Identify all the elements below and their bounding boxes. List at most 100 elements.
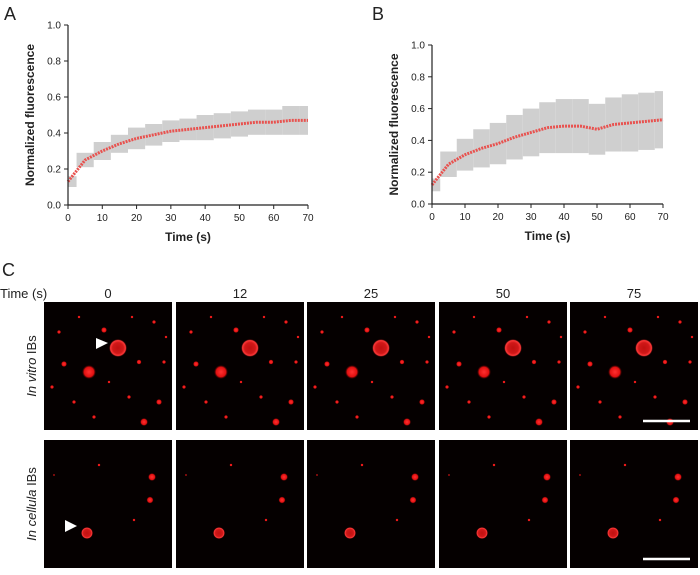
mean-line [66, 118, 308, 183]
micrograph [570, 302, 698, 430]
droplet [452, 330, 456, 334]
image-background [44, 440, 172, 568]
droplet [272, 418, 280, 426]
droplet [425, 360, 429, 364]
y-tick-label: 0.2 [411, 168, 425, 179]
droplet [456, 361, 462, 367]
error-band [213, 113, 231, 139]
droplet [72, 400, 76, 404]
droplet [618, 415, 622, 419]
droplet [633, 380, 637, 384]
error-band [145, 124, 163, 146]
droplet [623, 463, 627, 467]
x-tick-label: 30 [525, 212, 537, 223]
x-tick-label: 20 [492, 212, 504, 223]
droplet [415, 320, 419, 324]
droplet [278, 496, 286, 504]
y-tick-label: 1.0 [411, 41, 425, 52]
x-tick-label: 60 [268, 213, 280, 224]
time-point: 25 [364, 286, 378, 301]
droplet [340, 315, 344, 319]
y-axis-label: Normalized fluorescence [23, 44, 37, 186]
droplet [557, 360, 561, 364]
row-label-rest: IBs [24, 467, 39, 490]
droplet [688, 360, 692, 364]
droplet [547, 320, 551, 324]
droplet [355, 415, 359, 419]
droplet [672, 496, 680, 504]
droplet [504, 339, 522, 357]
droplet [467, 400, 471, 404]
row-label-italic: In cellula [24, 490, 39, 541]
error-band [299, 106, 308, 135]
arrowhead [96, 338, 108, 349]
droplet [132, 518, 136, 522]
droplet [81, 527, 93, 539]
error-band [282, 106, 300, 135]
error-band [265, 109, 283, 135]
error-band [432, 178, 441, 192]
droplet [164, 335, 168, 339]
droplet [527, 518, 531, 522]
droplet [525, 315, 529, 319]
micrograph [307, 440, 435, 568]
droplet [653, 395, 657, 399]
droplet [109, 339, 127, 357]
droplet [146, 496, 154, 504]
droplet [61, 361, 67, 367]
y-tick-label: 0.0 [47, 201, 61, 212]
micrograph [44, 302, 172, 430]
panel-label: A [4, 4, 16, 24]
droplet [148, 473, 156, 481]
droplet [678, 320, 682, 324]
droplet [344, 527, 356, 539]
droplet [372, 339, 390, 357]
y-tick-label: 0.0 [411, 200, 425, 211]
panel-label: C [2, 260, 15, 280]
x-tick-label: 50 [591, 212, 603, 223]
droplet [130, 315, 134, 319]
x-tick-label: 40 [200, 213, 212, 224]
droplet [288, 399, 294, 405]
droplet [324, 361, 330, 367]
droplet [409, 496, 417, 504]
droplet [656, 315, 660, 319]
droplet [294, 360, 298, 364]
droplet [204, 400, 208, 404]
droplet [345, 365, 359, 379]
x-tick-label: 0 [429, 212, 435, 223]
x-tick-label: 70 [302, 213, 314, 224]
droplet [259, 395, 263, 399]
droplet [522, 395, 526, 399]
error-band [506, 114, 523, 160]
droplet [107, 380, 111, 384]
row-label: In vitro IBs [24, 335, 39, 397]
droplet [608, 365, 622, 379]
droplet [579, 474, 581, 476]
droplet [658, 518, 662, 522]
droplet [185, 474, 187, 476]
droplet [427, 335, 431, 339]
droplet [502, 380, 506, 384]
image-background [439, 440, 567, 568]
droplet [399, 359, 405, 365]
error-band [489, 122, 507, 165]
y-tick-label: 0.4 [47, 129, 61, 140]
droplet [268, 359, 274, 365]
droplet [551, 399, 557, 405]
micrograph [307, 302, 435, 430]
droplet [607, 527, 619, 539]
droplet [587, 361, 593, 367]
y-axis-label: Normalized fluorescence [387, 53, 401, 195]
droplet [92, 415, 96, 419]
droplet [264, 518, 268, 522]
y-tick-label: 1.0 [47, 21, 61, 32]
droplet [140, 418, 148, 426]
droplet [603, 315, 607, 319]
droplet [445, 385, 449, 389]
image-background [307, 440, 435, 568]
droplet [682, 399, 688, 405]
y-tick-label: 0.8 [47, 57, 61, 68]
error-band [654, 91, 663, 149]
droplet [193, 361, 199, 367]
